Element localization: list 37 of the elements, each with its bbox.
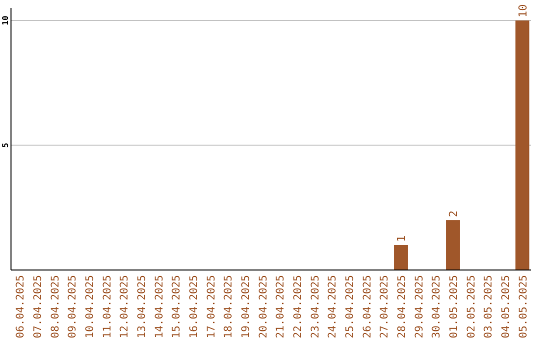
x-tick-label: 28.04.2025 [396,275,408,338]
x-tick-label: 13.04.2025 [136,275,148,338]
x-tick-label: 10.04.2025 [84,275,96,338]
x-tick-label: 05.05.2025 [517,275,530,338]
x-tick-label: 02.05.2025 [465,275,478,338]
x-tick-label: 30.04.2025 [430,275,443,338]
x-tick-label: 01.05.2025 [448,275,460,338]
x-tick-label: 23.04.2025 [309,275,322,338]
x-tick-label: 24.04.2025 [326,275,339,338]
x-tick-label: 14.04.2025 [153,275,166,338]
x-tick-label: 19.04.2025 [240,275,252,338]
x-tick-label: 09.04.2025 [66,275,79,338]
bar [446,220,460,270]
x-tick-label: 04.05.2025 [500,275,512,338]
x-tick-label: 11.04.2025 [101,275,114,338]
bar [394,245,408,270]
x-tick-label: 07.04.2025 [32,275,44,338]
bar [515,20,530,270]
x-tick-label: 15.04.2025 [170,275,183,338]
x-tick-label: 08.04.2025 [49,275,62,338]
y-tick-label: 5 [1,142,10,148]
x-tick-label: 06.04.2025 [14,275,27,338]
x-tick-label: 16.04.2025 [188,275,200,338]
x-tick-label: 20.04.2025 [257,275,270,338]
x-tick-label: 22.04.2025 [292,275,304,338]
x-tick-label: 26.04.2025 [361,275,374,338]
x-tick-label: 27.04.2025 [378,275,391,338]
x-tick-label: 17.04.2025 [205,275,218,338]
x-tick-label: 18.04.2025 [222,275,235,338]
data-label: 2 [447,210,460,218]
x-tick-label: 12.04.2025 [118,275,131,338]
x-tick-label: 03.05.2025 [482,275,495,338]
data-label: 10 [516,4,530,18]
x-tick-label: 25.04.2025 [344,275,356,338]
x-tick-label: 29.04.2025 [413,275,426,338]
data-label: 1 [395,235,408,242]
x-tick-label: 21.04.2025 [274,275,287,338]
